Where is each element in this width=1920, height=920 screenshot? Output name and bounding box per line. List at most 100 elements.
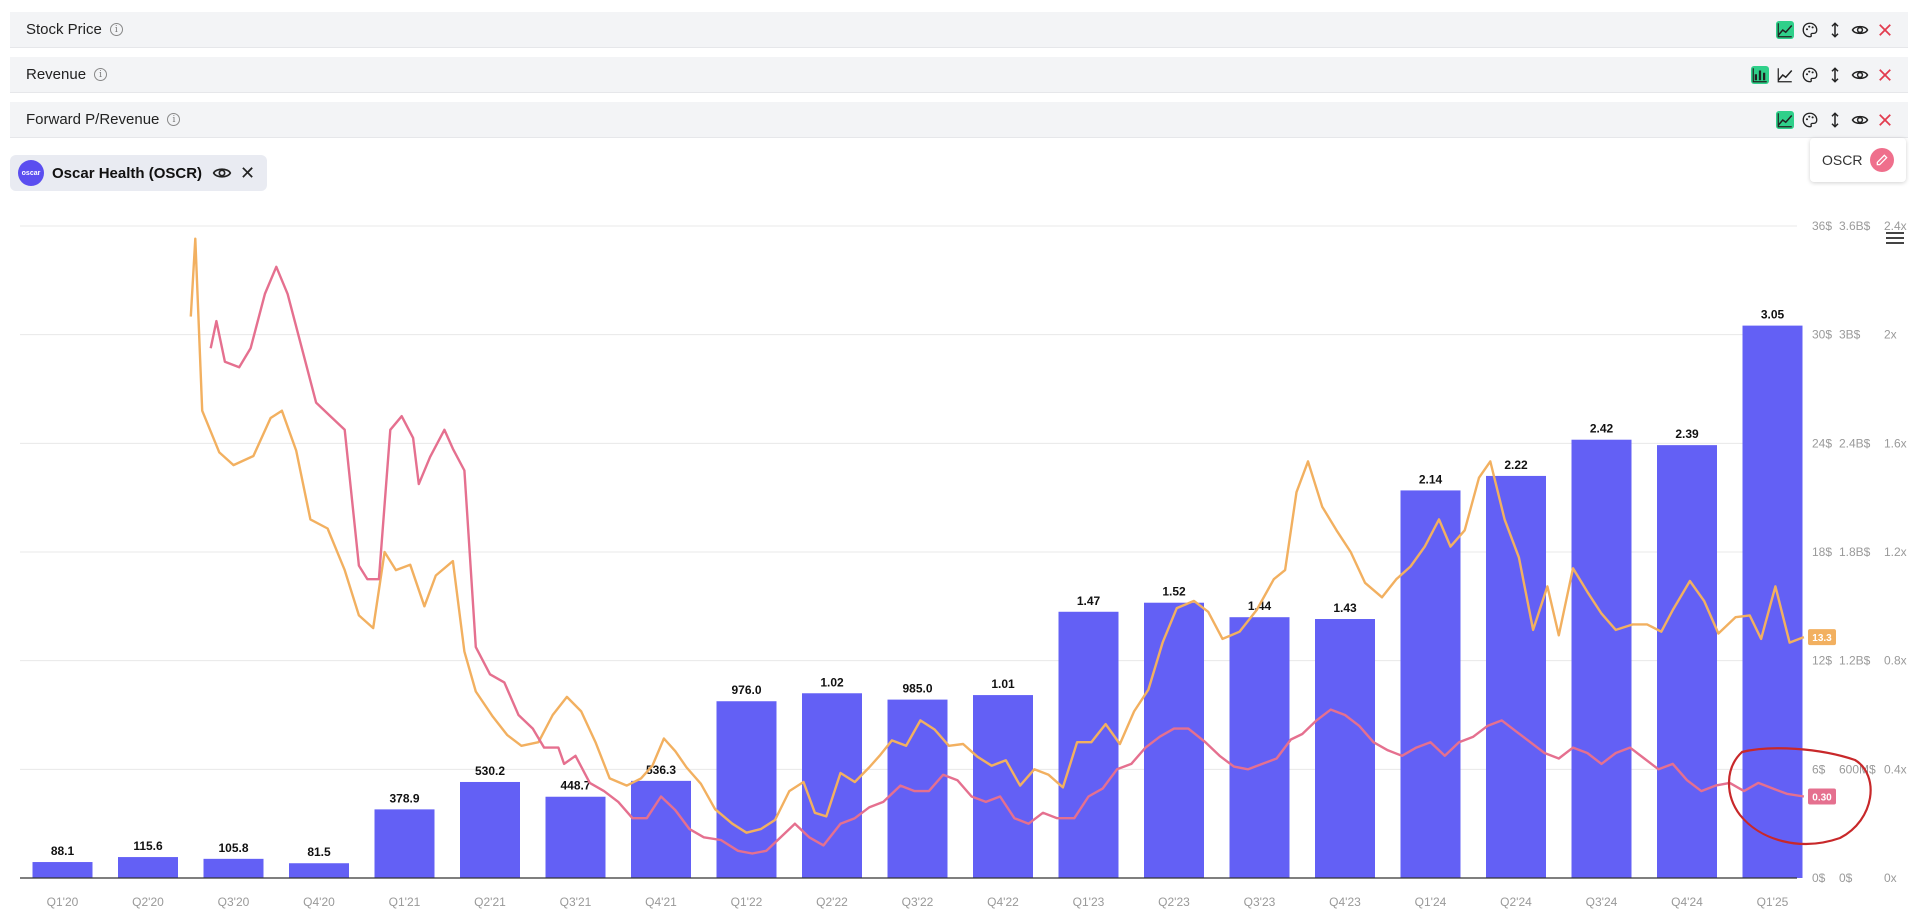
x-tick-label: Q3'21 (560, 895, 592, 909)
x-tick-label: Q3'24 (1586, 895, 1618, 909)
price-end-value: 13.3 (1812, 633, 1832, 644)
bar-value-label: 1.47 (1077, 594, 1101, 608)
bar-value-label: 3.05 (1761, 308, 1785, 322)
y-tick-ratio: 1.2x (1884, 545, 1907, 559)
bar-value-label: 530.2 (475, 764, 505, 778)
revenue-bar[interactable] (973, 695, 1033, 878)
revenue-bar[interactable] (289, 863, 349, 878)
line-chart-icon[interactable] (1776, 66, 1794, 84)
y-tick-revenue: 3.6B$ (1839, 219, 1871, 233)
y-tick-price: 12$ (1812, 654, 1832, 668)
palette-icon[interactable] (1801, 111, 1819, 129)
bar-value-label: 378.9 (389, 791, 419, 805)
annotation-circle (1727, 747, 1872, 846)
revenue-bar[interactable] (1486, 475, 1546, 878)
revenue-bar[interactable] (1315, 619, 1375, 878)
metric-row-revenue: Revenue i (10, 57, 1908, 93)
x-tick-label: Q1'25 (1757, 895, 1789, 909)
ticker-label: OSCR (1822, 152, 1863, 168)
bar-value-label: 976.0 (731, 683, 761, 697)
x-tick-label: Q1'24 (1415, 895, 1447, 909)
height-arrows-icon[interactable] (1826, 111, 1844, 129)
bar-value-label: 2.22 (1504, 458, 1528, 472)
revenue-bar[interactable] (1657, 445, 1717, 878)
revenue-bar[interactable] (1571, 439, 1632, 878)
revenue-bar[interactable] (460, 781, 520, 878)
x-tick-label: Q2'22 (816, 895, 848, 909)
x-tick-label: Q4'23 (1329, 895, 1361, 909)
line-chart-icon[interactable] (1776, 21, 1794, 39)
x-tick-label: Q2'24 (1500, 895, 1532, 909)
revenue-bar[interactable] (203, 858, 264, 878)
company-name: Oscar Health (OSCR) (52, 164, 203, 182)
y-tick-price: 18$ (1812, 545, 1832, 559)
bar-chart-icon[interactable] (1751, 66, 1769, 84)
palette-icon[interactable] (1801, 21, 1819, 39)
y-tick-ratio: 1.6x (1884, 436, 1907, 450)
bar-value-label: 81.5 (307, 845, 331, 859)
info-icon[interactable]: i (94, 68, 108, 81)
company-logo: oscar (18, 160, 44, 186)
y-tick-ratio: 2x (1884, 328, 1897, 342)
bar-value-label: 1.43 (1333, 601, 1357, 615)
ratio-end-value: 0.30 (1812, 793, 1832, 804)
revenue-bar[interactable] (32, 862, 93, 878)
y-tick-ratio: 0x (1884, 871, 1897, 885)
info-icon[interactable]: i (167, 113, 181, 126)
x-tick-label: Q3'22 (902, 895, 934, 909)
bar-value-label: 536.3 (646, 763, 676, 777)
metric-row-forward-p-revenue: Forward P/Revenue i (10, 102, 1908, 138)
info-icon[interactable]: i (109, 23, 123, 36)
revenue-bar[interactable] (1144, 602, 1204, 878)
revenue-bar[interactable] (545, 796, 606, 878)
chart-menu-icon[interactable] (1886, 232, 1904, 248)
bar-value-label: 2.42 (1590, 422, 1614, 436)
bar-value-label: 2.14 (1419, 472, 1443, 486)
revenue-bar[interactable] (374, 809, 435, 878)
bar-value-label: 1.01 (991, 677, 1015, 691)
metric-label: Forward P/Revenue (26, 111, 160, 128)
y-tick-revenue: 3B$ (1839, 328, 1861, 342)
edit-icon[interactable] (1870, 148, 1895, 172)
y-tick-price: 36$ (1812, 219, 1832, 233)
eye-icon[interactable] (1851, 21, 1869, 39)
height-arrows-icon[interactable] (1826, 66, 1844, 84)
close-icon[interactable]: ✕ (240, 162, 256, 183)
metric-label: Stock Price (26, 21, 102, 38)
revenue-bar[interactable] (118, 857, 178, 878)
y-tick-price: 24$ (1812, 436, 1832, 450)
revenue-bar[interactable] (1229, 617, 1290, 878)
x-tick-label: Q3'23 (1244, 895, 1276, 909)
close-icon[interactable] (1876, 111, 1894, 129)
bar-value-label: 105.8 (218, 841, 248, 855)
revenue-bar[interactable] (1400, 490, 1461, 878)
bar-value-label: 448.7 (560, 779, 590, 793)
close-icon[interactable] (1876, 66, 1894, 84)
ratio-end-tag (1808, 788, 1836, 805)
revenue-bar[interactable] (1058, 611, 1119, 878)
y-tick-revenue: 1.2B$ (1839, 654, 1871, 668)
bar-value-label: 985.0 (902, 682, 932, 696)
y-tick-price: 30$ (1812, 328, 1832, 342)
x-tick-label: Q3'20 (218, 895, 250, 909)
x-tick-label: Q1'21 (389, 895, 421, 909)
eye-icon[interactable] (212, 163, 232, 183)
y-tick-revenue: 1.8B$ (1839, 545, 1871, 559)
y-tick-price: 6$ (1812, 762, 1826, 776)
line-chart-icon[interactable] (1776, 111, 1794, 129)
height-arrows-icon[interactable] (1826, 21, 1844, 39)
y-tick-revenue: 0$ (1839, 871, 1853, 885)
y-tick-revenue: 600M$ (1839, 762, 1876, 776)
x-tick-label: Q4'21 (645, 895, 677, 909)
x-tick-label: Q4'20 (303, 895, 335, 909)
x-tick-label: Q1'22 (731, 895, 763, 909)
eye-icon[interactable] (1851, 66, 1869, 84)
metric-row-stock-price: Stock Price i (10, 12, 1908, 48)
eye-icon[interactable] (1851, 111, 1869, 129)
bar-value-label: 88.1 (51, 844, 75, 858)
x-tick-label: Q4'22 (987, 895, 1019, 909)
revenue-bar[interactable] (716, 701, 777, 878)
palette-icon[interactable] (1801, 66, 1819, 84)
close-icon[interactable] (1876, 21, 1894, 39)
revenue-bar[interactable] (802, 693, 862, 878)
